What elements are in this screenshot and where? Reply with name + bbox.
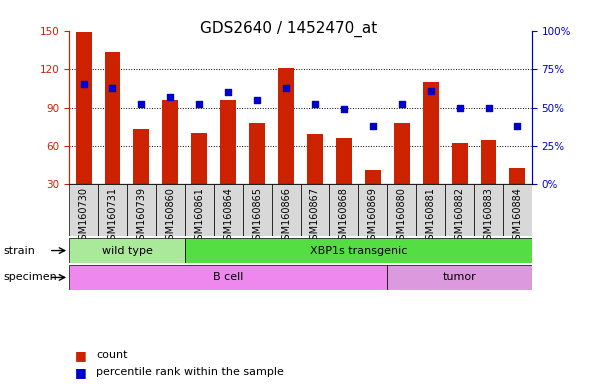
Text: GSM160880: GSM160880 <box>397 187 407 246</box>
Text: GSM160739: GSM160739 <box>136 187 147 246</box>
Bar <box>156 184 185 236</box>
Text: count: count <box>96 350 127 360</box>
Point <box>108 84 117 91</box>
Bar <box>243 184 272 236</box>
Text: wild type: wild type <box>102 245 153 256</box>
Bar <box>69 238 185 263</box>
Text: GSM160864: GSM160864 <box>223 187 233 246</box>
Text: GSM160881: GSM160881 <box>426 187 436 246</box>
Bar <box>329 184 358 236</box>
Bar <box>503 184 532 236</box>
Bar <box>307 134 323 184</box>
Bar <box>133 129 150 184</box>
Text: GSM160730: GSM160730 <box>79 187 88 246</box>
Point <box>368 123 377 129</box>
Bar <box>185 238 532 263</box>
Point <box>339 106 349 112</box>
Bar <box>300 184 329 236</box>
Text: GSM160865: GSM160865 <box>252 187 262 246</box>
Text: B cell: B cell <box>213 272 243 283</box>
Bar <box>336 138 352 184</box>
Point <box>426 88 436 94</box>
Text: ■: ■ <box>75 349 87 362</box>
Text: GDS2640 / 1452470_at: GDS2640 / 1452470_at <box>200 21 377 37</box>
Text: GSM160869: GSM160869 <box>368 187 378 246</box>
Bar <box>365 170 381 184</box>
Bar <box>451 143 468 184</box>
Text: GSM160882: GSM160882 <box>454 187 465 246</box>
Bar <box>387 265 532 290</box>
Text: GSM160860: GSM160860 <box>165 187 175 246</box>
Point <box>397 101 406 108</box>
Bar <box>394 123 410 184</box>
Bar <box>191 133 207 184</box>
Bar <box>272 184 300 236</box>
Point <box>252 97 262 103</box>
Point <box>484 104 493 111</box>
Bar <box>98 184 127 236</box>
Text: percentile rank within the sample: percentile rank within the sample <box>96 367 284 377</box>
Bar <box>185 184 214 236</box>
Bar <box>69 184 98 236</box>
Bar <box>105 53 120 184</box>
Point <box>136 101 146 108</box>
Point <box>455 104 465 111</box>
Text: strain: strain <box>3 245 35 256</box>
Bar <box>445 184 474 236</box>
Text: XBP1s transgenic: XBP1s transgenic <box>310 245 407 256</box>
Text: GSM160883: GSM160883 <box>483 187 493 246</box>
Point <box>165 94 175 100</box>
Text: GSM160868: GSM160868 <box>339 187 349 246</box>
Bar <box>162 100 178 184</box>
Text: GSM160861: GSM160861 <box>194 187 204 246</box>
Bar <box>481 139 496 184</box>
Text: GSM160866: GSM160866 <box>281 187 291 246</box>
Bar <box>278 68 294 184</box>
Bar <box>423 82 439 184</box>
Bar <box>220 100 236 184</box>
Point <box>310 101 320 108</box>
Text: ■: ■ <box>75 366 87 379</box>
Bar <box>416 184 445 236</box>
Bar <box>474 184 503 236</box>
Text: tumor: tumor <box>443 272 477 283</box>
Bar <box>249 123 265 184</box>
Point <box>79 81 88 88</box>
Bar <box>358 184 387 236</box>
Bar <box>76 32 91 184</box>
Bar <box>510 168 525 184</box>
Text: specimen: specimen <box>3 272 56 283</box>
Text: GSM160867: GSM160867 <box>310 187 320 246</box>
Point <box>281 84 291 91</box>
Point <box>195 101 204 108</box>
Bar <box>69 265 387 290</box>
Bar <box>387 184 416 236</box>
Bar <box>214 184 243 236</box>
Text: GSM160731: GSM160731 <box>108 187 118 246</box>
Point <box>224 89 233 95</box>
Bar <box>127 184 156 236</box>
Point <box>513 123 522 129</box>
Text: GSM160884: GSM160884 <box>513 187 522 246</box>
